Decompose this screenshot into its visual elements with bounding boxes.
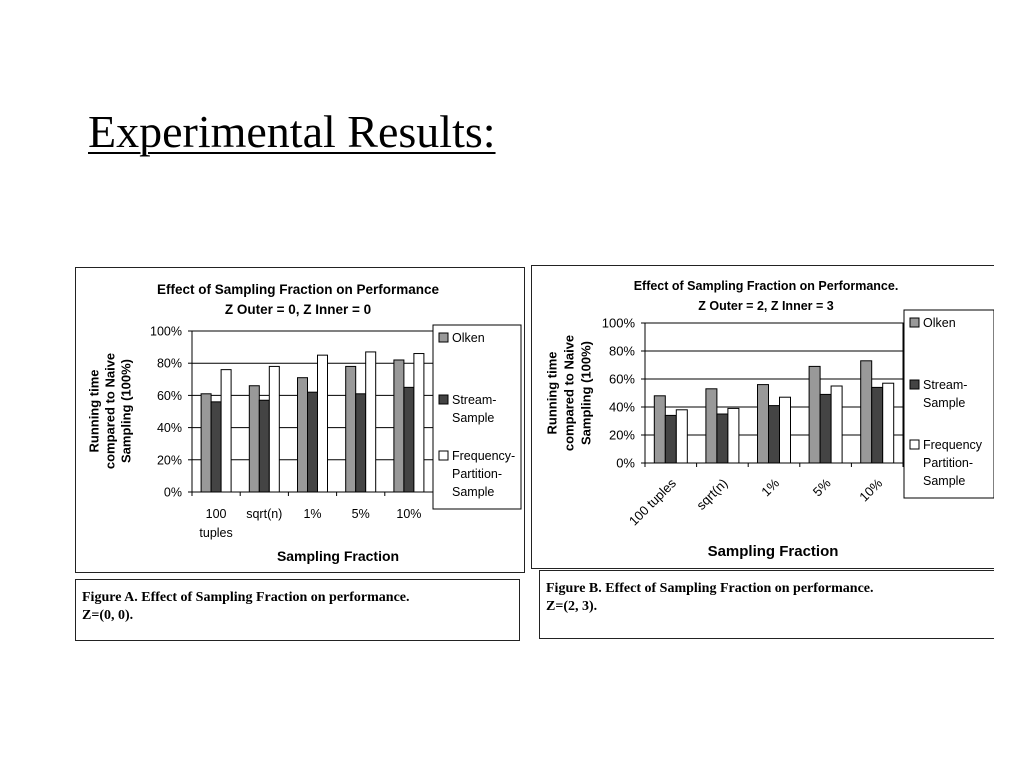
chart-b-bar xyxy=(830,385,843,464)
chart-a-ytick-label: 100% xyxy=(150,325,182,339)
chart-a-legend-swatch xyxy=(438,450,449,461)
chart-a-legend-label: Partition- xyxy=(452,467,502,481)
chart-b-bar xyxy=(871,386,884,464)
chart-a-svg: Effect of Sampling Fraction on Performan… xyxy=(87,282,522,564)
chart-b-legend-label: Sample xyxy=(923,474,965,488)
chart-b-ytick-label: 0% xyxy=(616,456,635,471)
chart-a-bar xyxy=(355,393,367,493)
chart-b-bar xyxy=(757,384,769,464)
chart-b-legend-label: Olken xyxy=(923,316,956,330)
chart-b-bar xyxy=(819,393,832,464)
chart-b-ytick-label: 100% xyxy=(602,316,636,331)
chart-b-legend-label: Stream- xyxy=(923,378,967,392)
chart-b-xtick-label: 10% xyxy=(856,475,885,504)
chart-a-bar xyxy=(307,391,318,493)
chart-a-title: Effect of Sampling Fraction on Performan… xyxy=(157,282,440,297)
chart-b-bar xyxy=(882,382,895,464)
chart-a-bar xyxy=(200,393,212,493)
chart-b-ylabel-line: Running time xyxy=(545,351,560,434)
chart-a-xtick-label: tuples xyxy=(199,526,232,540)
chart-a-subtitle: Z Outer = 0, Z Inner = 0 xyxy=(225,302,371,317)
chart-b-ylabel-line: Sampling (100%) xyxy=(579,341,594,445)
chart-b-legend-swatch xyxy=(909,379,920,390)
chart-b-xtick-label: 1% xyxy=(758,475,782,499)
chart-b-subtitle: Z Outer = 2, Z Inner = 3 xyxy=(698,299,834,313)
chart-a-xtick-label: 100 xyxy=(206,507,227,521)
chart-b-title: Effect of Sampling Fraction on Performan… xyxy=(634,279,899,293)
chart-b-bar xyxy=(716,413,729,464)
chart-b-bar xyxy=(860,360,873,464)
chart-a-ylabel-line: Sampling (100%) xyxy=(119,359,134,463)
chart-b-bar xyxy=(727,407,740,464)
chart-a-bar xyxy=(413,353,425,493)
chart-a-bar xyxy=(210,401,222,493)
chart-a-ytick-label: 60% xyxy=(157,389,182,403)
chart-b-legend-swatch xyxy=(909,439,920,450)
chart-b-svg: Effect of Sampling Fraction on Performan… xyxy=(545,279,995,560)
chart-b-ylabel-line: compared to Naive xyxy=(562,335,577,451)
chart-a-bar xyxy=(345,365,357,493)
chart-a-xtick-label: 5% xyxy=(352,507,370,521)
chart-a-ytick-label: 0% xyxy=(164,486,182,500)
chart-b-xtick-label: sqrt(n) xyxy=(693,476,730,513)
chart-a-bar xyxy=(248,385,260,493)
chart-a-ylabel-line: compared to Naive xyxy=(103,353,118,469)
chart-b-bar xyxy=(779,396,791,464)
chart-a-bar xyxy=(403,386,415,493)
chart-a-bar xyxy=(220,369,232,493)
chart-b-bar xyxy=(705,388,718,464)
chart-b-bar xyxy=(653,395,666,464)
chart-a-legend-label: Stream- xyxy=(452,393,496,407)
chart-a-ylabel-line: Running time xyxy=(87,369,102,452)
chart-b-xtick-label: 100 tuples xyxy=(626,475,679,528)
chart-a-legend-swatch xyxy=(438,332,449,343)
chart-a-legend-label: Sample xyxy=(452,485,494,499)
slide-title: Experimental Results: xyxy=(88,106,496,157)
chart-a-legend-label: Frequency- xyxy=(452,449,515,463)
chart-a-bar xyxy=(317,354,328,493)
figure-a-caption: Figure A. Effect of Sampling Fraction on… xyxy=(75,579,520,641)
chart-a-ytick-label: 20% xyxy=(157,453,182,467)
chart-b-ytick-label: 80% xyxy=(609,344,635,359)
chart-a-bar xyxy=(258,399,270,493)
chart-a-bar xyxy=(393,359,405,493)
chart-a-legend xyxy=(432,324,522,510)
chart-b-bar xyxy=(664,414,677,464)
chart-a-bar xyxy=(297,377,308,493)
chart-b-legend-label: Frequency xyxy=(923,438,983,452)
chart-a-xlabel: Sampling Fraction xyxy=(277,548,399,564)
chart-a-xtick-label: sqrt(n) xyxy=(246,507,282,521)
chart-a-ytick-label: 40% xyxy=(157,421,182,435)
chart-b-bar xyxy=(808,365,821,464)
chart-b-ytick-label: 20% xyxy=(609,428,635,443)
chart-a-legend-swatch xyxy=(438,394,449,405)
chart-a-bar xyxy=(365,351,377,493)
chart-b-legend-label: Partition- xyxy=(923,456,973,470)
chart-b-legend-label: Sample xyxy=(923,396,965,410)
chart-a-bar xyxy=(268,365,280,493)
chart-a-ytick-label: 80% xyxy=(157,357,182,371)
chart-b-bar xyxy=(675,409,688,464)
chart-b-bar xyxy=(768,405,780,464)
chart-b-ytick-label: 40% xyxy=(609,400,635,415)
figure-b-caption: Figure B. Effect of Sampling Fraction on… xyxy=(539,570,994,639)
chart-b-ytick-label: 60% xyxy=(609,372,635,387)
chart-panel-a: Effect of Sampling Fraction on Performan… xyxy=(75,267,525,573)
chart-a-legend-label: Olken xyxy=(452,331,485,345)
chart-b-xlabel: Sampling Fraction xyxy=(708,543,839,560)
chart-b-legend-swatch xyxy=(909,317,920,328)
chart-a-xtick-label: 10% xyxy=(396,507,421,521)
chart-a-legend-label: Sample xyxy=(452,411,494,425)
chart-panel-b: Effect of Sampling Fraction on Performan… xyxy=(531,265,995,569)
chart-a-xtick-label: 1% xyxy=(303,507,321,521)
chart-b-xtick-label: 5% xyxy=(810,475,834,499)
